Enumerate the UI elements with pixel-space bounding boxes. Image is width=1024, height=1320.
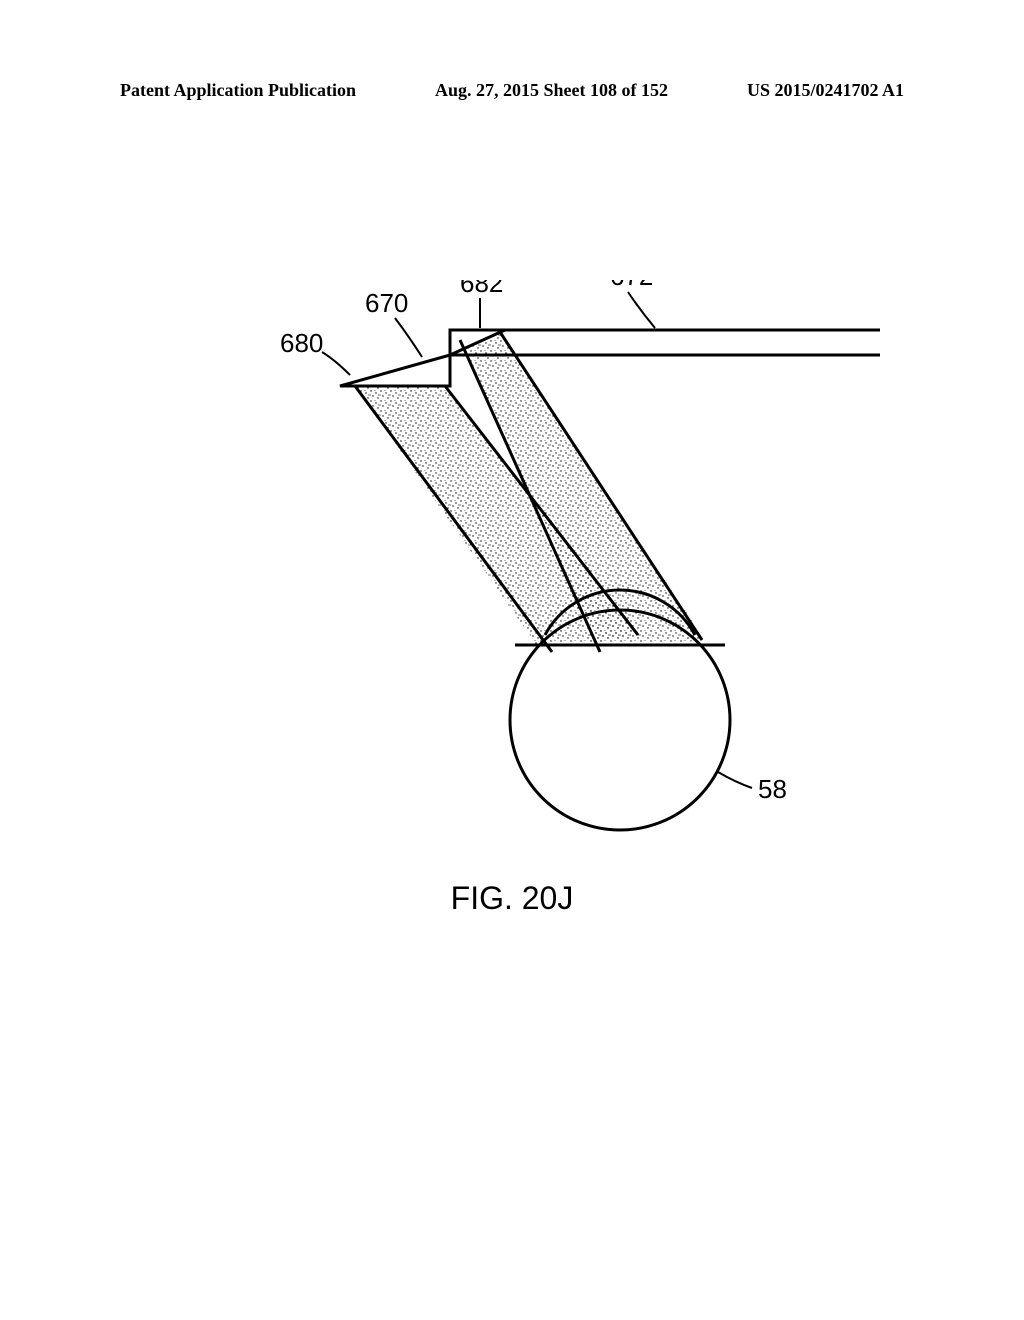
label-680: 680 [280, 328, 323, 358]
label-682: 682 [460, 280, 503, 298]
label-670: 670 [365, 288, 408, 318]
label-672: 672 [610, 280, 653, 291]
header-center: Aug. 27, 2015 Sheet 108 of 152 [435, 80, 668, 101]
page-header: Patent Application Publication Aug. 27, … [120, 80, 904, 101]
header-right: US 2015/0241702 A1 [747, 80, 904, 101]
figure-caption: FIG. 20J [0, 880, 1024, 917]
header-left: Patent Application Publication [120, 80, 356, 101]
label-58: 58 [758, 774, 787, 804]
figure-diagram: 672 682 670 680 58 [0, 280, 1024, 980]
